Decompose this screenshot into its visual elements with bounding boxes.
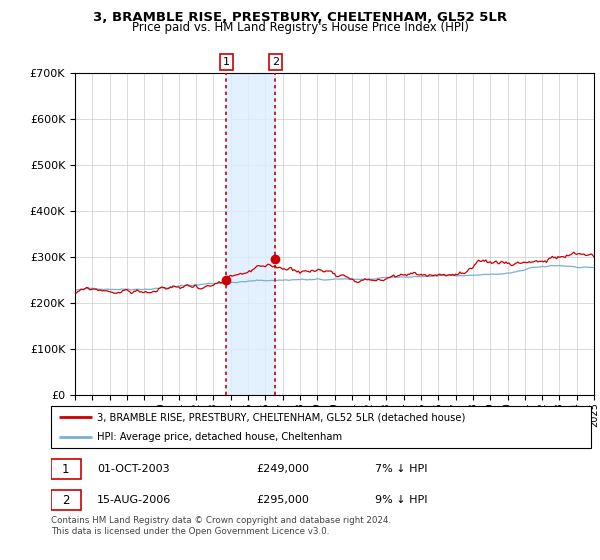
Text: £249,000: £249,000	[256, 464, 309, 474]
Text: HPI: Average price, detached house, Cheltenham: HPI: Average price, detached house, Chel…	[97, 432, 342, 442]
Text: 01-OCT-2003: 01-OCT-2003	[97, 464, 170, 474]
Text: 2: 2	[272, 57, 279, 67]
Bar	[226, 73, 275, 395]
Text: 9% ↓ HPI: 9% ↓ HPI	[375, 495, 427, 505]
Text: 1: 1	[223, 57, 230, 67]
Text: 1: 1	[62, 463, 70, 476]
Text: £295,000: £295,000	[256, 495, 309, 505]
Text: 3, BRAMBLE RISE, PRESTBURY, CHELTENHAM, GL52 5LR (detached house): 3, BRAMBLE RISE, PRESTBURY, CHELTENHAM, …	[97, 412, 465, 422]
Text: 2: 2	[62, 493, 70, 507]
FancyBboxPatch shape	[51, 490, 80, 510]
Text: 7% ↓ HPI: 7% ↓ HPI	[375, 464, 427, 474]
Text: 15-AUG-2006: 15-AUG-2006	[97, 495, 171, 505]
Text: 3, BRAMBLE RISE, PRESTBURY, CHELTENHAM, GL52 5LR: 3, BRAMBLE RISE, PRESTBURY, CHELTENHAM, …	[93, 11, 507, 24]
Text: Contains HM Land Registry data © Crown copyright and database right 2024.
This d: Contains HM Land Registry data © Crown c…	[51, 516, 391, 536]
FancyBboxPatch shape	[51, 459, 80, 479]
Text: Price paid vs. HM Land Registry's House Price Index (HPI): Price paid vs. HM Land Registry's House …	[131, 21, 469, 34]
FancyBboxPatch shape	[51, 406, 591, 448]
